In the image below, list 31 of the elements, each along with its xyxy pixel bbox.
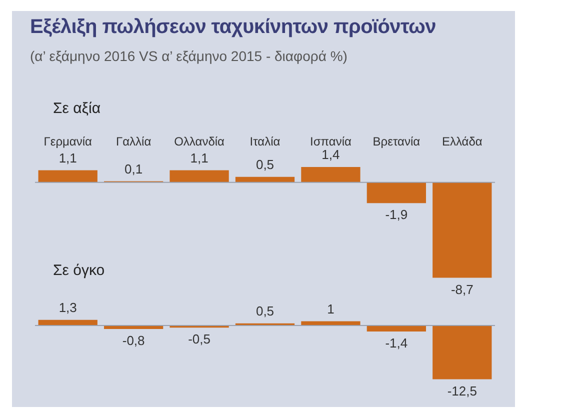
bar bbox=[301, 166, 360, 182]
bar bbox=[235, 176, 295, 182]
x-tick-label: Ιταλία bbox=[250, 134, 280, 149]
x-tick-label: Βρετανία bbox=[372, 134, 420, 149]
bar bbox=[366, 182, 426, 204]
data-label: -1,9 bbox=[385, 207, 408, 222]
chart-subtitle: (α’ εξάμηνο 2016 VS α’ εξάμηνο 2015 - διαφορά %) bbox=[30, 48, 348, 64]
chart-title: Εξέλιξη πωλήσεων ταχυκίνητων προϊόντων bbox=[30, 16, 436, 39]
data-label: -8,7 bbox=[450, 282, 474, 297]
y-axis-title: Σε όγκο bbox=[53, 262, 105, 279]
x-tick-label: Γερμανία bbox=[44, 134, 92, 149]
data-label: 0,5 bbox=[256, 303, 274, 318]
data-label: -0,8 bbox=[122, 333, 145, 348]
data-label: 1,1 bbox=[190, 150, 208, 166]
data-label: 0,1 bbox=[124, 161, 143, 176]
data-label: 1,3 bbox=[58, 300, 77, 315]
bar bbox=[38, 170, 98, 182]
x-tick-label: Ολλανδία bbox=[174, 134, 225, 149]
x-tick-label: Γαλλία bbox=[116, 134, 152, 149]
data-label: -1,4 bbox=[385, 336, 408, 351]
y-axis-title: Σε αξία bbox=[53, 100, 101, 117]
data-label: 1,1 bbox=[58, 150, 77, 166]
data-label: 1,4 bbox=[322, 147, 340, 162]
data-label: -0,5 bbox=[188, 332, 210, 347]
data-label: -12,5 bbox=[447, 383, 477, 398]
bar bbox=[170, 170, 229, 182]
x-tick-label: Ελλάδα bbox=[442, 134, 482, 149]
x-tick-label: Ισπανία bbox=[310, 134, 352, 149]
bar bbox=[432, 182, 492, 278]
data-label: 0,5 bbox=[256, 156, 274, 172]
data-label: 1 bbox=[327, 301, 334, 316]
